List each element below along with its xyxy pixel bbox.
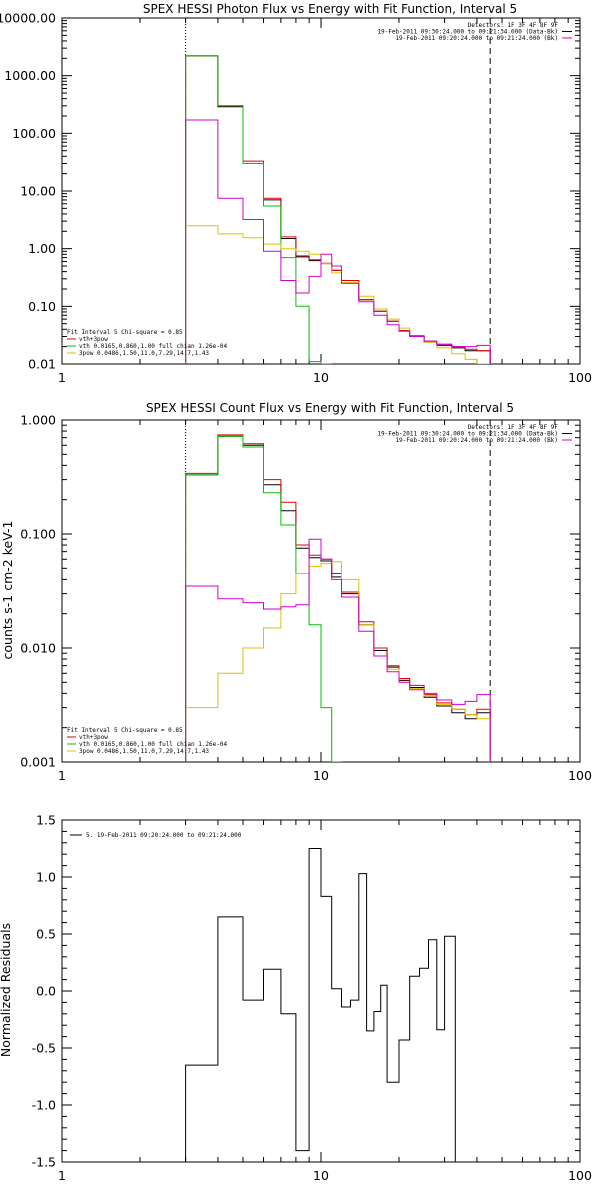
y-tick-label: 0.5 — [36, 927, 56, 942]
x-tick-label: 1 — [58, 768, 66, 783]
x-tick-label: 100 — [568, 768, 592, 783]
x-tick-label: 10 — [313, 1168, 329, 1183]
y-tick-label: -1.5 — [32, 1155, 56, 1170]
plot-frame — [61, 419, 581, 763]
y-tick-label: -1.0 — [32, 1098, 56, 1113]
photon-flux-panel: SPEX HESSI Photon Flux vs Energy with Fi… — [0, 2, 592, 385]
fit-legend-text: vth 0.0165,0.860,1.00 full chian 1.26e-0… — [79, 343, 227, 350]
info-text: 19-Feb-2011 09:20:24.000 to 09:21:24.000… — [395, 35, 558, 42]
series-line — [185, 225, 491, 364]
series-line — [185, 435, 342, 762]
count-flux-panel: SPEX HESSI Count Flux vs Energy with Fit… — [0, 401, 592, 783]
series-line — [185, 538, 491, 762]
fit-legend-text: Fit Interval 5 Chi-square = 0.85 — [67, 727, 183, 734]
x-tick-label: 10 — [313, 768, 329, 783]
x-tick-label: 10 — [313, 370, 329, 385]
x-tick-label: 1 — [58, 1168, 66, 1183]
series-line — [185, 119, 491, 364]
y-tick-label: 10000.00 — [0, 11, 56, 26]
series-line — [185, 561, 491, 762]
y-tick-label: 1.000 — [20, 413, 56, 428]
info-text: 19-Feb-2011 09:20:24.000 to 09:21:24.000… — [395, 437, 558, 444]
legend-text: 5. 19-Feb-2011 09:20:24.000 to 09:21:24.… — [86, 832, 242, 839]
y-tick-label: 0.001 — [20, 755, 56, 770]
info-text: Detectors: 1F 3F 4F 8F 9F — [468, 424, 559, 431]
series-line — [185, 55, 491, 364]
fit-legend-text: vth+3pow — [79, 336, 108, 343]
fit-legend-text: vth+3pow — [79, 734, 108, 741]
info-text: 19-Feb-2011 09:30:24.000 to 09:21:34.000… — [377, 431, 558, 438]
series-line — [185, 55, 491, 364]
photon-flux-title: SPEX HESSI Photon Flux vs Energy with Fi… — [143, 2, 517, 16]
x-tick-label: 1 — [58, 370, 66, 385]
fit-legend-text: vth 0.0165,0.860,1.00 full chian 1.26e-0… — [79, 741, 227, 748]
count-flux-y-label: counts s-1 cm-2 keV-1 — [0, 521, 15, 660]
fit-legend-text: 3pow 0.0486,1.50,11.0,7.29,14.7,1.43 — [79, 350, 209, 357]
series-line — [185, 848, 456, 1162]
y-tick-label: 1.00 — [28, 241, 56, 256]
y-tick-label: 0.0 — [36, 984, 56, 999]
fit-legend-text: Fit Interval 5 Chi-square = 0.85 — [67, 329, 183, 336]
y-tick-label: 0.010 — [20, 641, 56, 656]
y-tick-label: 100.00 — [12, 126, 56, 141]
info-text: 19-Feb-2011 09:30:24.000 to 09:21:34.000… — [377, 29, 558, 36]
x-tick-label: 100 — [568, 1168, 592, 1183]
y-tick-label: 1000.00 — [4, 68, 56, 83]
fit-legend-text: 3pow 0.0486,1.50,11.0,7.29,14.7,1.43 — [79, 748, 209, 755]
residuals-y-label: Normalized Residuals — [0, 923, 13, 1057]
x-tick-label: 100 — [568, 370, 592, 385]
y-tick-label: 0.10 — [28, 299, 56, 314]
y-tick-label: 0.01 — [28, 357, 56, 372]
y-tick-label: -0.5 — [32, 1041, 56, 1056]
y-tick-label: 10.00 — [20, 184, 56, 199]
info-text: Detectors: 1F 3F 4F 8F 9F — [468, 22, 559, 29]
residuals-panel: Normalized Residuals 1 10 100 -1.5 -1.0 -0.5 0… — [0, 813, 592, 1184]
y-tick-label: 0.100 — [20, 527, 56, 542]
series-line — [185, 55, 332, 364]
plot-frame — [61, 17, 581, 365]
y-tick-label: 1.5 — [36, 813, 56, 828]
y-tick-label: 1.0 — [36, 870, 56, 885]
count-flux-title: SPEX HESSI Count Flux vs Energy with Fit… — [146, 401, 514, 415]
